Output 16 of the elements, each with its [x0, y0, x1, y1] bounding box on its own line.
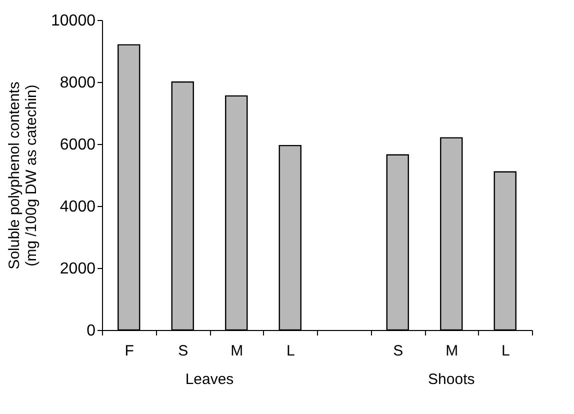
y-tick-label: 0 — [86, 322, 96, 340]
x-tick-label: S — [178, 342, 188, 360]
y-tick-label: 2000 — [60, 260, 96, 278]
x-tick-label: M — [446, 342, 458, 360]
x-tick-label: L — [501, 342, 510, 360]
y-tick-label: 4000 — [60, 198, 96, 216]
x-tick-label: M — [230, 342, 244, 360]
text: Leaves — [185, 371, 234, 388]
y-tick-label: 6000 — [60, 136, 96, 154]
x-tick-label: S — [393, 342, 404, 360]
y-axis-title: Soluble polyphenol contents (mg /100g DW as catechin) — [6, 82, 40, 270]
y-tick-label: 8000 — [60, 74, 96, 92]
text: Shoots — [428, 371, 475, 388]
x-tick-label: F — [124, 342, 134, 360]
y-tick-label: 10000 — [51, 12, 96, 30]
x-tick-label: L — [286, 342, 295, 360]
